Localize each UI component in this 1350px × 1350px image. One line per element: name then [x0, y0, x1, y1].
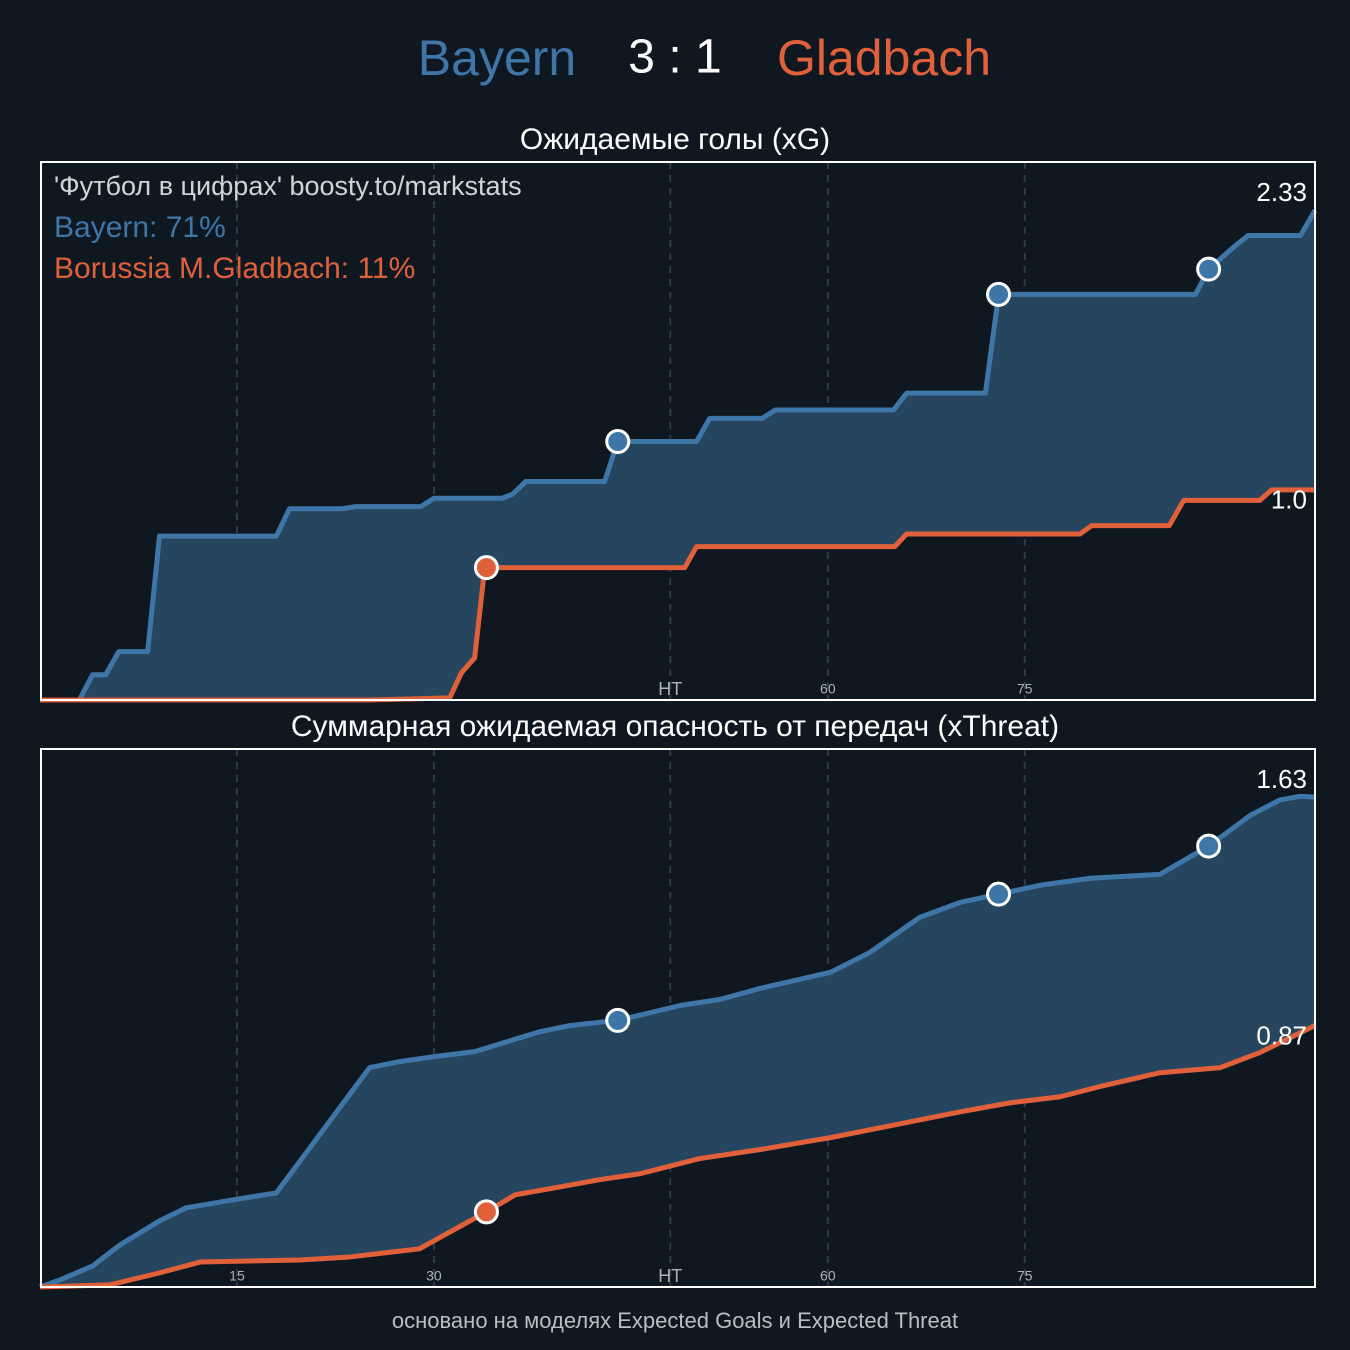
goal-marker: [473, 555, 499, 581]
goal-marker: [605, 1007, 631, 1033]
x-tick-label: 75: [1017, 1268, 1033, 1284]
score: 3 : 1: [628, 31, 721, 84]
annotation: 'Футбол в цифрах' boosty.to/markstats: [54, 171, 522, 201]
end-label: 0.87: [1256, 1020, 1307, 1050]
panel-frame: [40, 161, 1316, 701]
goal-marker: [1196, 833, 1222, 859]
x-tick-label: 60: [820, 681, 836, 697]
end-label: 2.33: [1256, 177, 1307, 207]
home-team: Bayern: [418, 30, 576, 86]
away-team: Gladbach: [777, 30, 991, 86]
x-tick-label: HT: [658, 679, 682, 699]
line: [39, 1023, 1317, 1290]
x-tick-label: 15: [229, 1268, 245, 1284]
goal-marker: [986, 881, 1012, 907]
x-tick-label: 30: [426, 1268, 442, 1284]
x-tick-label: 60: [820, 1268, 836, 1284]
goal-marker: [986, 281, 1012, 307]
line: [40, 209, 1318, 703]
goal-marker: [605, 429, 631, 455]
area-between: [40, 210, 1315, 700]
x-tick-label: 75: [1017, 681, 1033, 697]
footer: основано на моделях Expected Goals и Exp…: [392, 1308, 958, 1333]
line: [39, 793, 1316, 1290]
x-tick-label: HT: [658, 1266, 682, 1286]
end-label: 1.63: [1256, 764, 1307, 794]
panel-frame: [40, 748, 1316, 1288]
end-label: 1.0: [1271, 485, 1307, 515]
area-between: [40, 796, 1315, 1287]
goal-marker: [1196, 256, 1222, 282]
line: [40, 487, 1315, 703]
goal-marker: [473, 1199, 499, 1225]
annotation: Borussia M.Gladbach: 11%: [54, 252, 415, 285]
panel-title: Ожидаемые голы (xG): [520, 123, 830, 156]
annotation: Bayern: 71%: [54, 211, 226, 244]
panel-title: Суммарная ожидаемая опасность от передач…: [291, 710, 1059, 743]
